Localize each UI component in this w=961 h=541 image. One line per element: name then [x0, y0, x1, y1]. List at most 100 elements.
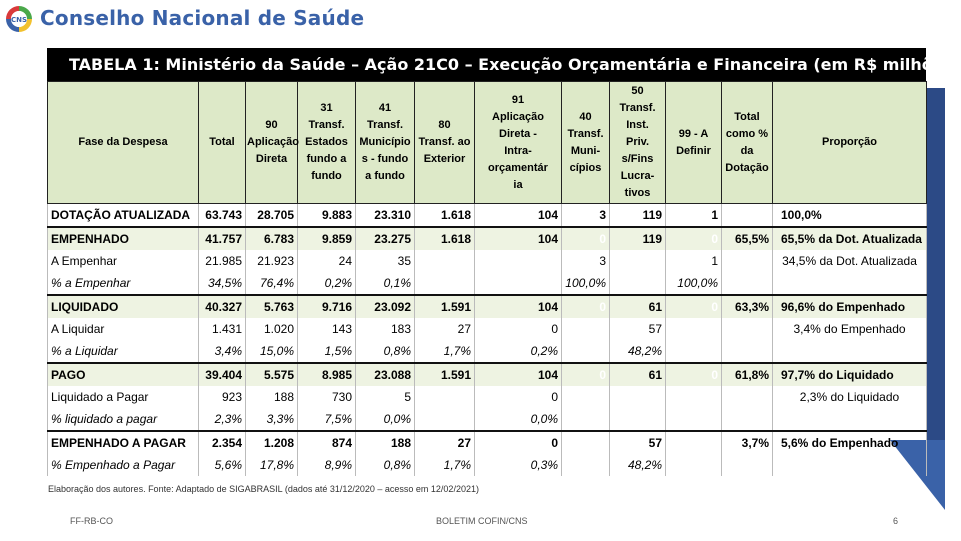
table-cell	[665, 454, 722, 476]
table-cell: 57	[609, 430, 666, 454]
row-label: % Empenhado a Pagar	[47, 454, 199, 476]
table-cell: 35	[355, 250, 415, 272]
table-cell: 23.310	[355, 203, 415, 227]
table-cell	[721, 454, 773, 476]
row-label: % a Empenhar	[47, 272, 199, 295]
table-cell	[721, 408, 773, 431]
table-cell	[561, 454, 610, 476]
table-cell: 2.354	[198, 430, 246, 454]
table-cell: 5	[355, 386, 415, 408]
table-cell	[609, 408, 666, 431]
header-text-line: a fundo	[365, 170, 405, 182]
table-cell: 0	[561, 294, 610, 318]
table-cell	[721, 272, 773, 295]
table-cell: 1.618	[414, 226, 475, 250]
row-label: % liquidado a pagar	[47, 408, 199, 431]
table-cell: 5,6%	[198, 454, 246, 476]
table-cell: 8,9%	[297, 454, 356, 476]
table-cell: 63.743	[198, 203, 246, 227]
table-cell: 730	[297, 386, 356, 408]
table-cell: 100,0%	[772, 203, 927, 227]
table-cell	[414, 386, 475, 408]
row-label: % a Liquidar	[47, 340, 199, 363]
table-cell: 0	[561, 362, 610, 386]
header-text-line: Proporção	[821, 136, 877, 148]
table-cell: 119	[609, 203, 666, 227]
table-row: % liquidado a pagar 2,3% 3,3% 7,5% 0,0% 0,0%	[47, 408, 927, 431]
table-cell	[665, 318, 722, 340]
table-cell: 3	[561, 250, 610, 272]
table-cell: 1,7%	[414, 340, 475, 363]
table-cell: 28.705	[245, 203, 298, 227]
table-cell: 1.591	[414, 294, 475, 318]
table-cell: 0,8%	[355, 340, 415, 363]
column-header: 90 Aplicação Direta	[245, 81, 299, 204]
table-cell: 3,4%	[198, 340, 246, 363]
header-text-line: 50	[631, 85, 644, 97]
brand-name: Conselho Nacional de Saúde	[40, 6, 365, 30]
table-cell	[561, 430, 610, 454]
table-cell: 0	[474, 430, 562, 454]
table-cell: 0	[561, 226, 610, 250]
table-cell	[414, 408, 475, 431]
table-cell: 61,8%	[721, 362, 773, 386]
header-text-line: Estados	[305, 136, 348, 148]
header-text-line: 99 - A	[678, 127, 709, 140]
table-cell: 143	[297, 318, 356, 340]
table-cell: 0	[474, 386, 562, 408]
table-cell: 8.985	[297, 362, 356, 386]
table-cell: 0	[665, 294, 722, 318]
table-row: PAGO 39.404 5.575 8.985 23.088 1.591 104 0 61 0 61…	[47, 362, 927, 386]
column-header: 91 Aplicação Direta - Intra-orçamentár ia	[474, 81, 562, 204]
logo-text: CNS	[11, 16, 27, 24]
table-cell	[665, 340, 722, 363]
table-cell: 183	[355, 318, 415, 340]
table-cell	[665, 408, 722, 431]
header-text-line: Total	[734, 110, 760, 123]
table-cell: 0	[665, 362, 722, 386]
table-cell	[561, 408, 610, 431]
table-header-row: Fase da Despesa Total 90 Aplicação Direta 31 T…	[47, 81, 927, 204]
header-text-line: Total	[209, 136, 235, 148]
table-cell	[609, 386, 666, 408]
table-cell	[721, 318, 773, 340]
table-cell	[721, 250, 773, 272]
table-cell	[772, 408, 927, 431]
header-text-line: Dotação	[725, 161, 769, 174]
header-text-line: Aplicação	[492, 110, 544, 123]
table-cell: 0,2%	[474, 340, 562, 363]
footer-bulletin: BOLETIM COFIN/CNS	[436, 516, 528, 526]
header-text-line: Direta	[255, 153, 288, 165]
row-label: EMPENHADO A PAGAR	[47, 430, 199, 454]
table-cell: 3	[561, 203, 610, 227]
table-cell: 0,0%	[355, 408, 415, 431]
table-cell: 0,3%	[474, 454, 562, 476]
column-header: Fase da Despesa	[47, 81, 199, 204]
header-text-line: 31	[320, 102, 333, 114]
table-cell: 104	[474, 203, 562, 227]
table-cell	[609, 250, 666, 272]
column-header: 50 Transf. Inst. Priv. s/Fins Lucra-tivos	[609, 81, 666, 204]
header-text-line: Direta -	[499, 127, 537, 140]
table-cell: 119	[609, 226, 666, 250]
header-text-line: s/Fins	[621, 153, 654, 165]
header-text-line: Exterior	[423, 153, 466, 165]
table-cell: 15,0%	[245, 340, 298, 363]
table-row: DOTAÇÃO ATUALIZADA 63.743 28.705 9.883 23.31…	[47, 203, 927, 227]
table-cell: 1,7%	[414, 454, 475, 476]
table-cell: 61	[609, 362, 666, 386]
table-cell: 0,2%	[297, 272, 356, 295]
row-label: EMPENHADO	[47, 226, 199, 250]
table-cell	[772, 272, 927, 295]
table-cell	[561, 340, 610, 363]
header-text-line: Transf.	[567, 127, 604, 140]
header-text-line: Município	[359, 136, 411, 148]
table-cell: 3,7%	[721, 430, 773, 454]
table-cell: 76,4%	[245, 272, 298, 295]
table-cell: 17,8%	[245, 454, 298, 476]
table-cell: 1	[665, 250, 722, 272]
table-cell: 3,3%	[245, 408, 298, 431]
table-cell: 41.757	[198, 226, 246, 250]
table-cell: 57	[609, 318, 666, 340]
table-cell	[721, 386, 773, 408]
